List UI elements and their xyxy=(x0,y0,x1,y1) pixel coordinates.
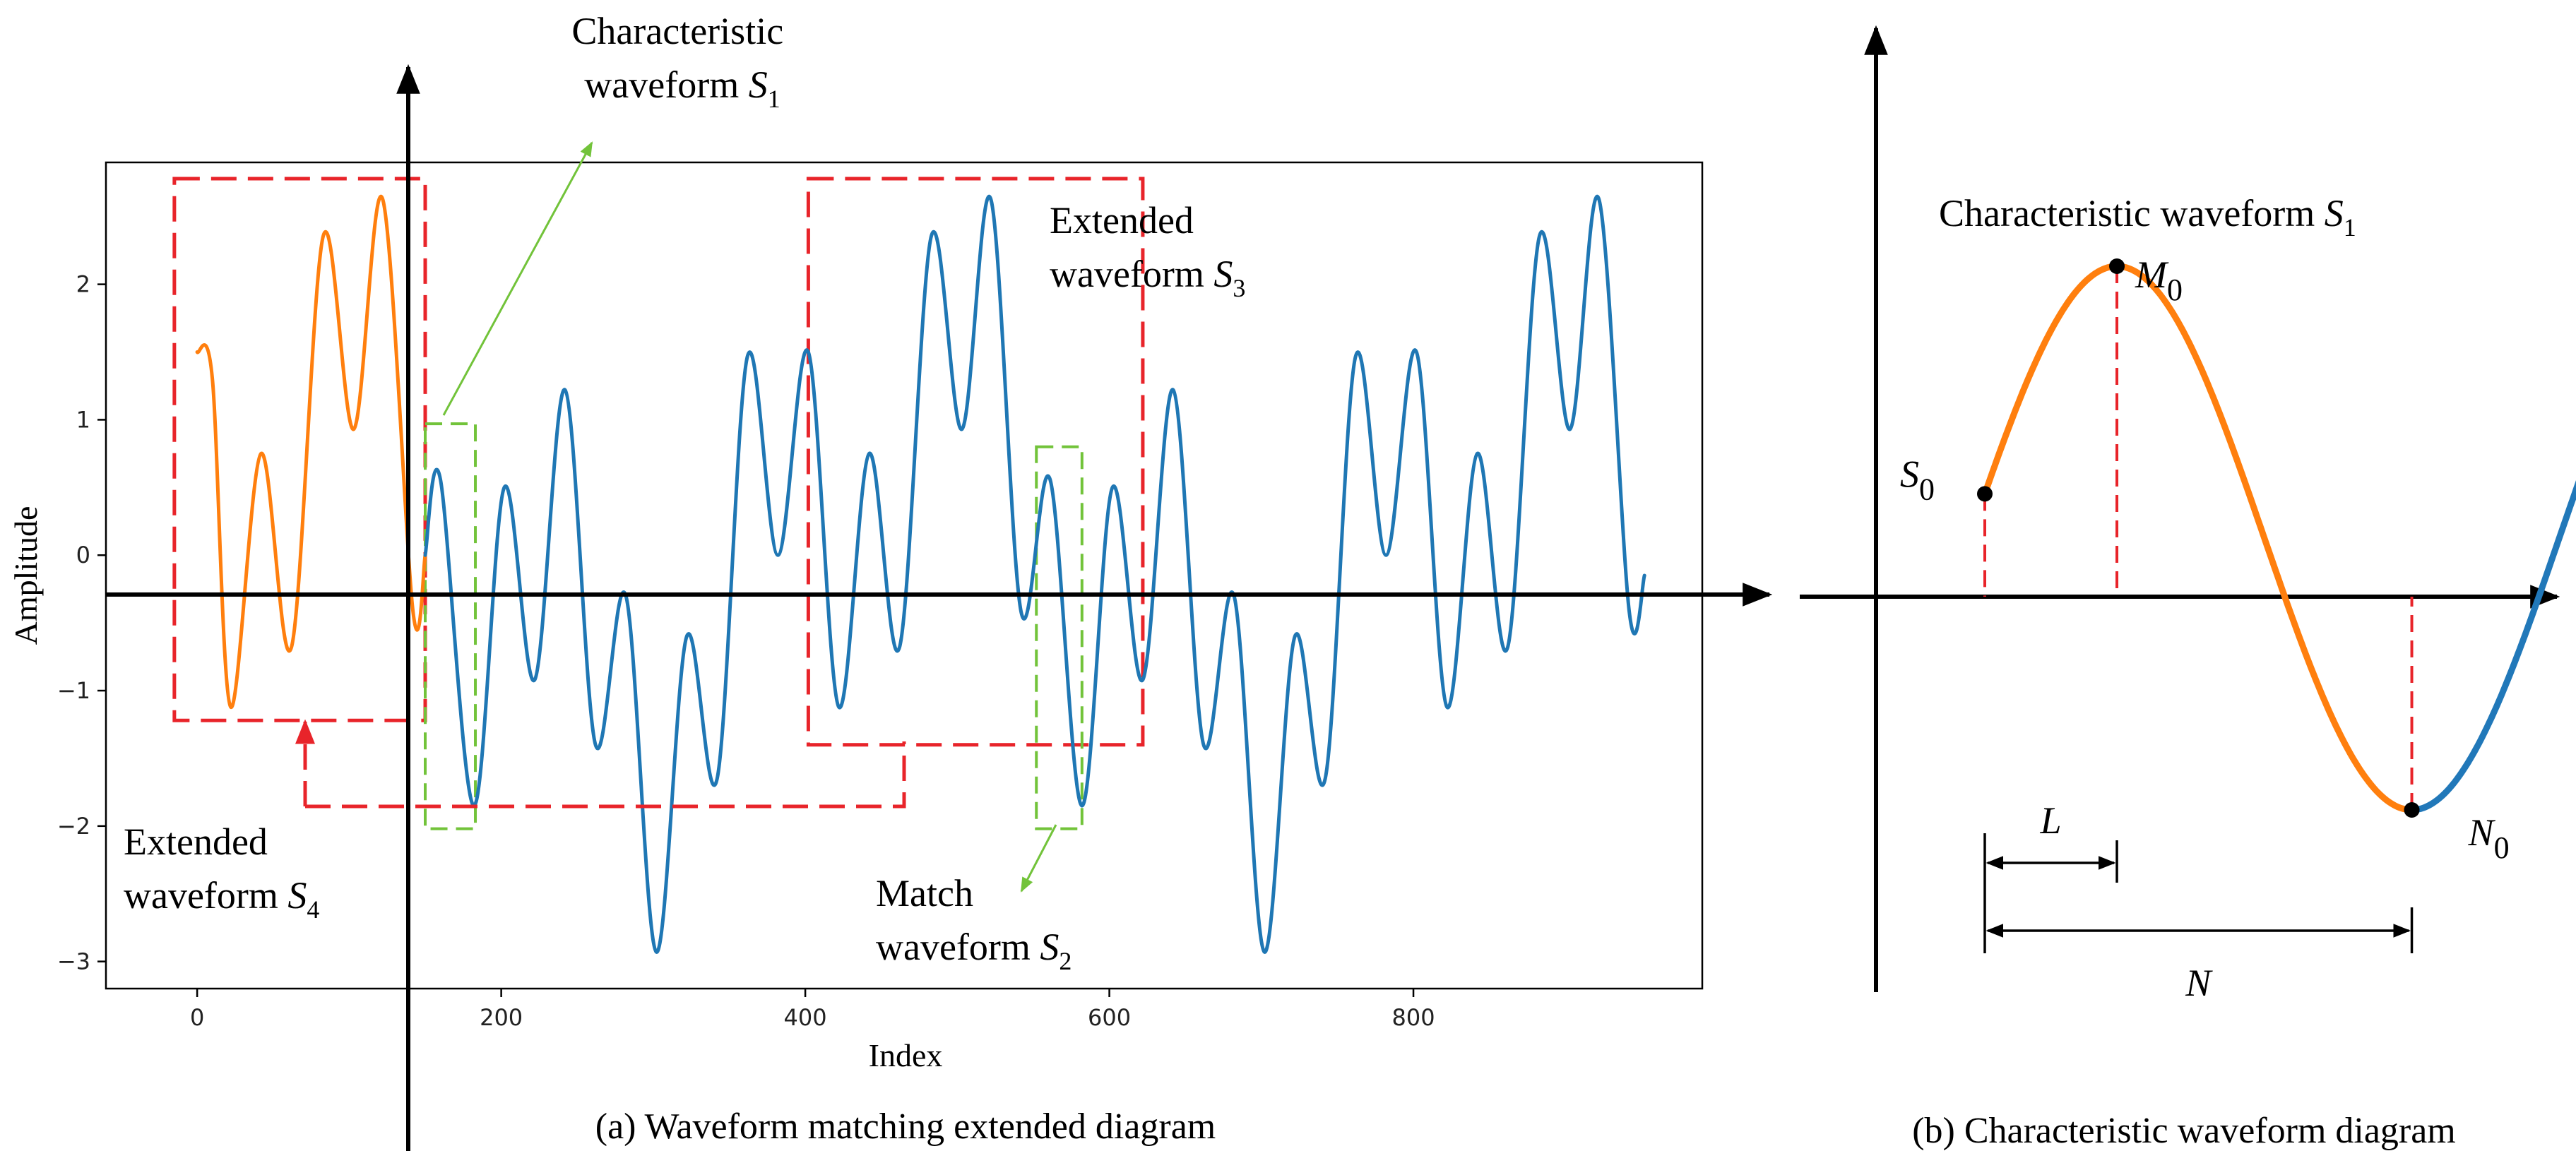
S0-label-sub: 0 xyxy=(1919,472,1935,506)
extended-s4-line1: Extended xyxy=(124,821,268,863)
x-tick-label: 800 xyxy=(1392,1004,1435,1031)
extended-s4-sub: 4 xyxy=(307,895,319,924)
x-tick-label: 600 xyxy=(1088,1004,1131,1031)
b-curve xyxy=(1981,263,2576,813)
y-tick-label: 0 xyxy=(76,542,90,568)
extended-s3-box xyxy=(806,177,1145,747)
characteristic-s1-symbol: S xyxy=(749,64,768,106)
N0-point xyxy=(2404,802,2420,818)
match-s2-box xyxy=(1035,445,1084,830)
y-tick-label: −2 xyxy=(57,813,90,840)
match-s2-label: Match waveform S2 xyxy=(876,872,1072,975)
connectors xyxy=(295,141,1057,893)
extended-s3-symbol: S xyxy=(1213,253,1233,295)
b-title-text: Characteristic waveform xyxy=(1939,192,2325,234)
b-guides xyxy=(1983,266,2414,810)
b-intervals: LN xyxy=(1983,799,2414,1004)
b-title: Characteristic waveform S1 xyxy=(1939,192,2356,241)
extended-s3-line2: waveform S3 xyxy=(1050,253,1245,302)
extended-s3-line2-text: waveform xyxy=(1050,253,1213,295)
M0-label-symbol: M xyxy=(2135,254,2169,296)
extended-s4-symbol: S xyxy=(287,874,307,917)
characteristic-s1-line2: waveform S1 xyxy=(584,64,780,113)
match-s2-symbol: S xyxy=(1040,926,1059,968)
characteristic-s1-line2-text: waveform xyxy=(584,64,748,106)
orange-extended-waveform-line xyxy=(195,194,427,709)
x-tick-label: 400 xyxy=(784,1004,827,1031)
y-axis-label: Amplitude xyxy=(8,506,44,645)
x-tick-label: 200 xyxy=(480,1004,523,1031)
L-interval-label: L xyxy=(2039,799,2061,842)
match-s2-sub: 2 xyxy=(1059,947,1072,975)
axis-ticks: 0 200 400 600 800 2 1 0 −1 −2 −3 xyxy=(57,271,1435,1031)
b-title-sub: 1 xyxy=(2344,213,2356,241)
match-s2-line1: Match xyxy=(876,872,973,914)
S0-point xyxy=(1977,486,1993,502)
b-title-symbol: S xyxy=(2325,192,2344,234)
extended-s4-label: Extended waveform S4 xyxy=(124,821,319,924)
caption-a: (a) Waveform matching extended diagram xyxy=(595,1107,1216,1147)
characteristic-s1-sub: 1 xyxy=(768,85,780,113)
match-s2-line2-text: waveform xyxy=(876,926,1040,968)
y-tick-label: −1 xyxy=(57,677,90,704)
extended-s3-label: Extended waveform S3 xyxy=(1050,199,1245,302)
panel-a-waveform-matching: 0 200 400 600 800 2 1 0 −1 −2 −3 Index Amplitude C… xyxy=(8,10,1773,1151)
extended-s4-box xyxy=(172,177,427,722)
orange-characteristic-segment xyxy=(1981,263,2413,813)
caption-b: (b) Characteristic waveform diagram xyxy=(1912,1111,2456,1151)
N0-label-sub: 0 xyxy=(2494,830,2510,865)
extended-s3-sub: 3 xyxy=(1233,274,1245,302)
extended-s3-line1: Extended xyxy=(1050,199,1194,241)
extended-s4-line2: waveform S4 xyxy=(124,874,319,924)
M0-label: M0 xyxy=(2135,254,2183,307)
y-tick-label: 1 xyxy=(76,406,90,433)
S0-label: S0 xyxy=(1900,453,1935,506)
s1-pointer-arrow xyxy=(442,141,593,416)
x-axis-label: Index xyxy=(869,1037,943,1073)
plot-frame xyxy=(105,161,1704,990)
s2-pointer-arrow xyxy=(1020,824,1057,893)
x-tick-label: 0 xyxy=(190,1004,204,1031)
M0-point xyxy=(2109,258,2125,274)
characteristic-s1-line1: Characteristic xyxy=(571,10,783,52)
blue-continuation-segment xyxy=(2409,480,2576,813)
S0-label-symbol: S xyxy=(1900,453,1919,495)
y-tick-label: 2 xyxy=(76,271,90,298)
annotation-boxes xyxy=(172,177,1145,830)
waveform-series xyxy=(195,194,1646,954)
y-tick-label: −3 xyxy=(57,948,90,975)
characteristic-s1-label: Characteristic waveform S1 xyxy=(571,10,793,113)
blue-original-waveform-line xyxy=(423,194,1646,954)
N0-label: N0 xyxy=(2468,811,2510,865)
N0-label-symbol: N xyxy=(2468,811,2496,854)
M0-label-sub: 0 xyxy=(2167,273,2183,307)
s3-to-s4-connector xyxy=(305,741,906,809)
match-s2-line2: waveform S2 xyxy=(876,926,1072,975)
N-interval-label: N xyxy=(2185,962,2213,1004)
extended-s4-line2-text: waveform xyxy=(124,874,287,917)
